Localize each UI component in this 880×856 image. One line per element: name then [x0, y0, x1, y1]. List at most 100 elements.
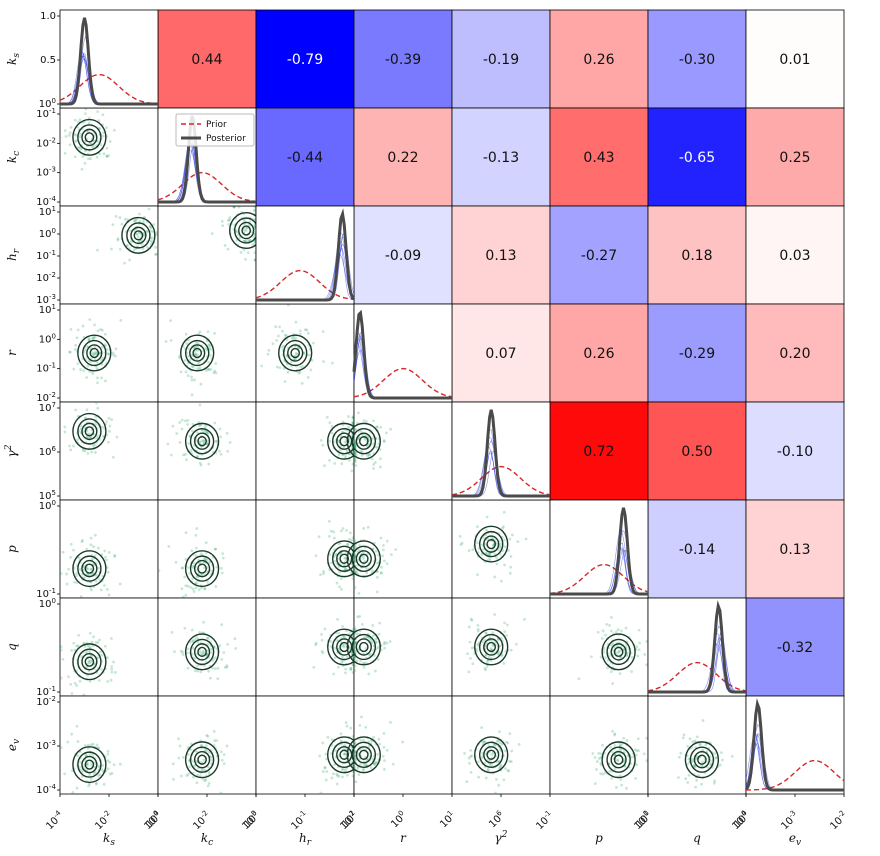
sample-point-7-0: [63, 772, 67, 776]
sample-point-5-3: [355, 570, 359, 574]
sample-point-6-1: [193, 638, 197, 642]
sample-point-5-0: [90, 557, 94, 561]
sample-point-7-2: [344, 768, 347, 772]
sample-point-7-2: [321, 741, 325, 745]
sample-point-5-0: [73, 580, 77, 584]
sample-point-3-0: [111, 351, 115, 355]
density-contour-5-0-0: [72, 550, 107, 588]
sample-point-7-6: [690, 760, 694, 764]
sample-point-3-2: [311, 341, 315, 345]
sample-point-6-0: [113, 671, 117, 674]
density-contour-4-3-2: [355, 432, 372, 450]
correlation-value-0-3: -0.39: [385, 52, 421, 68]
sample-point-4-3: [353, 451, 357, 455]
sample-point-5-1: [191, 587, 195, 591]
density-contour-2-0-2: [130, 226, 147, 245]
sample-point-1-0: [64, 135, 68, 138]
sample-point-3-1: [209, 354, 212, 357]
sample-point-3-0: [79, 368, 82, 372]
sample-point-7-4: [498, 741, 502, 745]
sample-point-3-0: [93, 357, 97, 361]
sample-point-7-1: [222, 762, 226, 766]
x-tick-label-1-0: 10-4: [141, 809, 165, 833]
sample-point-6-2: [314, 641, 318, 645]
scatter-panel-7-3: [346, 695, 453, 795]
sample-point-7-5: [601, 743, 604, 747]
sample-point-7-0: [102, 782, 106, 786]
sample-point-5-0: [81, 539, 84, 542]
sample-point-4-2: [330, 431, 334, 435]
sample-point-6-2: [314, 643, 318, 647]
sample-point-7-3: [353, 750, 357, 754]
sample-point-2-1: [244, 226, 248, 230]
sample-point-6-4: [476, 628, 480, 631]
sample-point-3-2: [284, 334, 288, 337]
density-contour-4-3-3: [358, 436, 369, 447]
sample-point-7-2: [341, 775, 344, 779]
sample-point-6-1: [225, 665, 229, 669]
scatter-panel-2-1: [157, 205, 264, 305]
sample-point-7-5: [634, 776, 637, 780]
sample-point-3-0: [73, 348, 77, 351]
sample-point-4-3: [379, 457, 382, 461]
sample-point-1-0: [67, 134, 71, 137]
sample-point-5-0: [85, 547, 89, 551]
sample-point-5-4: [502, 510, 506, 514]
sample-point-4-0: [72, 444, 75, 448]
sample-point-2-1: [239, 251, 243, 254]
scatter-panel-7-6: [647, 695, 747, 795]
sample-point-3-1: [190, 364, 194, 368]
sample-point-2-1: [244, 257, 247, 261]
density-contour-2-0-0: [121, 216, 156, 254]
density-contour-7-0-3: [84, 759, 95, 770]
sample-point-4-1: [182, 453, 185, 457]
sample-point-6-1: [220, 623, 224, 627]
sample-point-6-4: [491, 644, 495, 647]
sample-point-6-1: [220, 657, 224, 661]
sample-point-1-0: [69, 125, 73, 129]
scatter-frame-5-3: [353, 499, 453, 599]
sample-point-4-1: [205, 442, 209, 446]
sample-point-4-0: [110, 418, 114, 422]
y-tick-label-5-0: 100: [39, 499, 56, 512]
sample-point-7-1: [200, 769, 204, 773]
sample-point-6-4: [498, 644, 502, 648]
sample-point-7-3: [367, 740, 371, 744]
sample-point-6-0: [110, 637, 113, 640]
sample-point-7-3: [374, 761, 378, 765]
sample-point-4-1: [218, 427, 222, 431]
sample-point-7-3: [378, 742, 382, 746]
sample-point-3-1: [206, 330, 210, 334]
sample-point-4-1: [191, 422, 195, 426]
sample-point-5-3: [353, 545, 357, 549]
density-contour-3-2-1: [282, 339, 308, 367]
sample-point-2-0: [132, 219, 136, 223]
sample-point-1-0: [73, 118, 77, 122]
correlation-cell-3-5: [549, 303, 649, 403]
posterior-curve-3: [352, 309, 452, 400]
sample-point-6-5: [630, 670, 633, 674]
sample-point-6-4: [466, 652, 469, 656]
sample-point-7-6: [693, 764, 697, 768]
sample-point-4-2: [325, 415, 329, 419]
sample-point-4-0: [108, 424, 112, 428]
sample-point-4-0: [74, 408, 78, 412]
sample-point-5-0: [79, 595, 83, 598]
sample-point-7-3: [373, 762, 376, 766]
density-contour-7-4-3: [486, 749, 497, 760]
sample-point-6-0: [61, 657, 65, 661]
sample-point-6-3: [353, 632, 357, 636]
sample-point-7-1: [204, 749, 208, 752]
sample-point-5-1: [181, 566, 185, 570]
sample-point-6-1: [202, 620, 206, 624]
sample-point-1-0: [91, 145, 94, 149]
density-contour-3-1-1: [184, 339, 210, 367]
sample-point-7-2: [337, 775, 341, 778]
sample-point-6-3: [371, 624, 375, 627]
sample-point-5-3: [366, 525, 370, 529]
sample-point-3-1: [169, 339, 173, 342]
sample-point-3-2: [330, 361, 334, 365]
sample-point-7-5: [593, 756, 597, 759]
sample-point-7-3: [353, 741, 357, 745]
y-tick-label-1-3: 10-4: [36, 195, 56, 208]
